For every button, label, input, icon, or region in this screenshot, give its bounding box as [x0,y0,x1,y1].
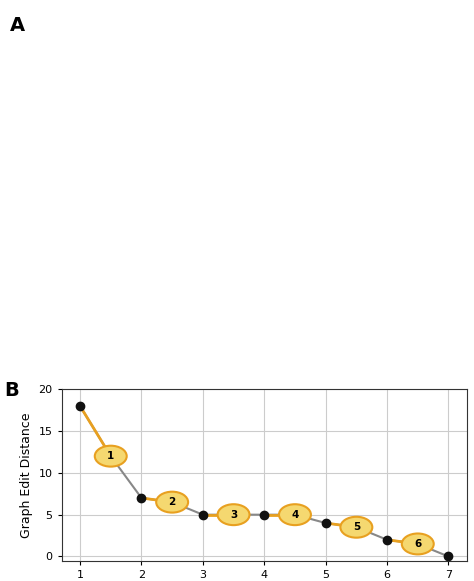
Text: 3: 3 [230,510,237,519]
Text: 5: 5 [353,522,360,532]
Ellipse shape [279,504,311,525]
Y-axis label: Graph Edit Distance: Graph Edit Distance [20,412,33,538]
Ellipse shape [218,504,249,525]
Text: A: A [9,16,25,35]
Ellipse shape [402,533,434,554]
Text: 6: 6 [414,539,421,549]
Ellipse shape [95,446,127,467]
Ellipse shape [156,492,188,512]
Text: 1: 1 [107,451,114,461]
Text: 4: 4 [291,510,299,519]
Text: B: B [5,381,19,400]
Ellipse shape [340,517,373,537]
Text: 2: 2 [169,497,176,507]
